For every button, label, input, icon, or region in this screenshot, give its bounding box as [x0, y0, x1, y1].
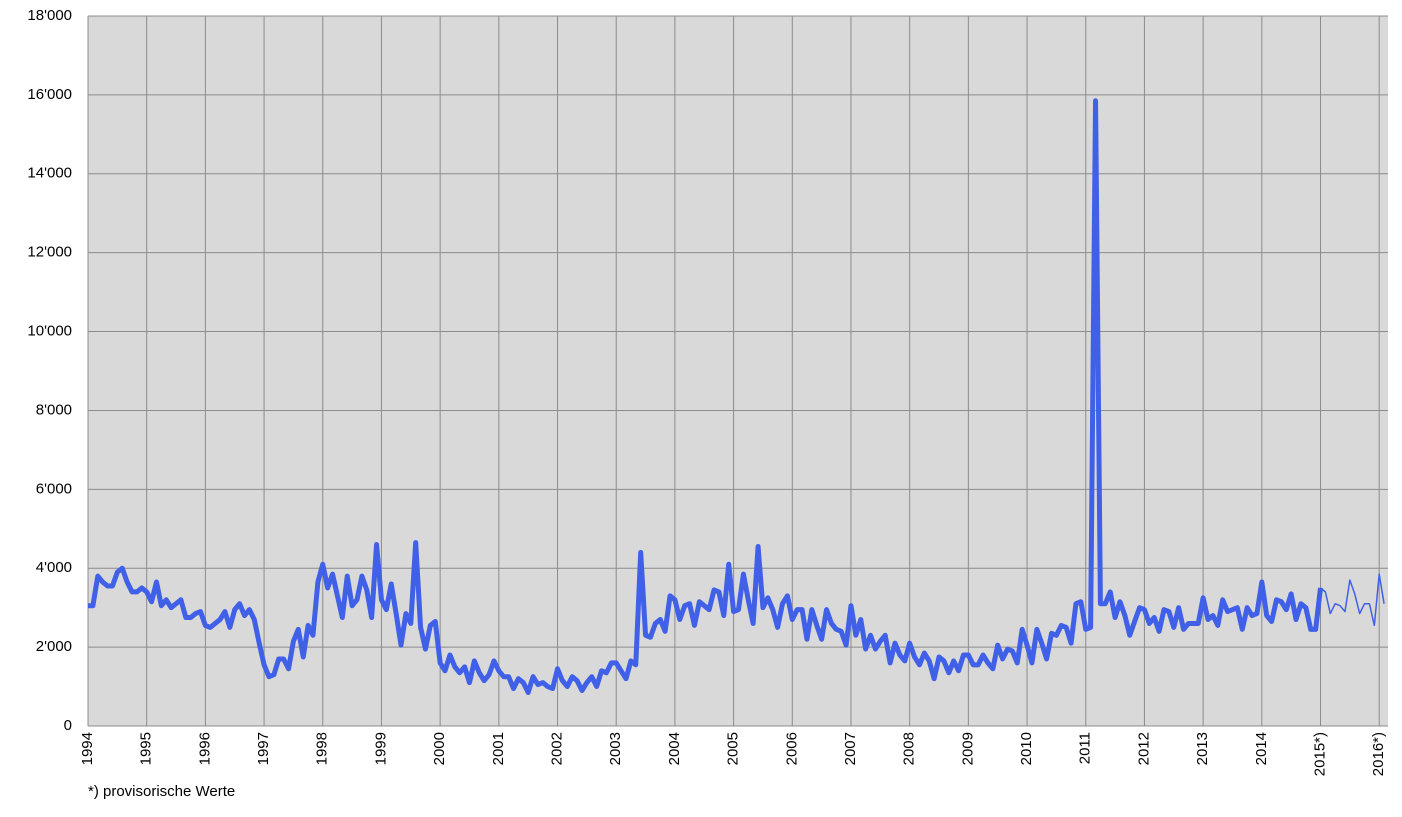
data-line [88, 98, 1323, 695]
y-tick-label: 10'000 [27, 323, 72, 340]
y-tick-label: 16'000 [27, 86, 72, 103]
data-line [1320, 573, 1385, 627]
y-tick-label: 6'000 [36, 480, 72, 497]
y-tick-label: 4'000 [36, 559, 72, 576]
y-tick-label: 0 [64, 717, 72, 734]
x-tick-label: 2006 [783, 732, 800, 765]
plot-area [88, 16, 1388, 726]
x-tick-label: 2003 [607, 732, 624, 765]
x-tick-label: 2004 [666, 732, 683, 765]
y-tick-label: 14'000 [27, 165, 72, 182]
x-tick-label: 2010 [1018, 732, 1035, 765]
x-tick-label: 1996 [196, 732, 213, 765]
x-tick-label: 2013 [1194, 732, 1211, 765]
x-tick-label: 2016*) [1370, 732, 1387, 776]
x-tick-label: 2005 [725, 732, 742, 765]
x-tick-label: 2011 [1077, 732, 1094, 764]
footnote: *) provisorische Werte [88, 783, 235, 800]
y-tick-label: 2'000 [36, 638, 72, 655]
y-tick-label: 12'000 [27, 244, 72, 261]
x-tick-label: 1998 [314, 732, 331, 765]
x-tick-label: 1997 [255, 732, 272, 765]
x-tick-label: 2009 [959, 732, 976, 765]
x-tick-label: 2008 [901, 732, 918, 765]
x-tick-label: 1994 [79, 732, 96, 765]
y-tick-label: 18'000 [27, 7, 72, 24]
x-tick-label: 2000 [431, 732, 448, 765]
x-tick-label: 1995 [138, 732, 155, 765]
x-tick-label: 2015*) [1311, 732, 1328, 776]
x-tick-label: 2007 [842, 732, 859, 765]
x-tick-label: 2001 [490, 732, 507, 765]
x-tick-label: 2014 [1253, 732, 1270, 765]
y-tick-label: 8'000 [36, 401, 72, 418]
x-tick-label: 2002 [548, 732, 565, 765]
x-tick-label: 2012 [1135, 732, 1152, 765]
x-tick-label: 1999 [372, 732, 389, 765]
